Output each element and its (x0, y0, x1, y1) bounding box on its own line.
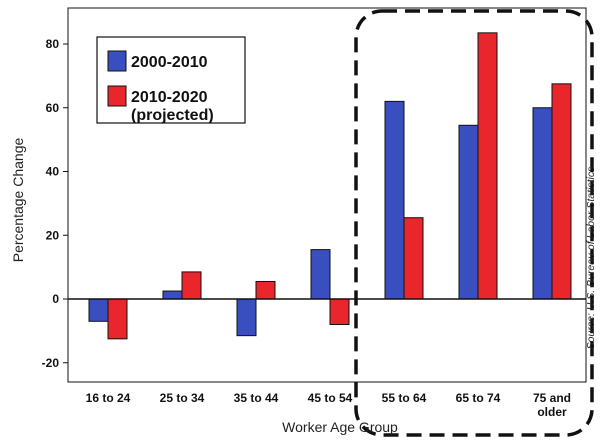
plot-area (67, 7, 587, 383)
bar-2010-2020-45-to-54 (329, 298, 350, 325)
bar-2000-2010-35-to-44 (236, 298, 257, 337)
y-tick-label: -20 (42, 356, 60, 370)
y-axis: 80 60 40 20 0 -20 (42, 37, 68, 370)
bar-2010-2020-25-to-34 (181, 271, 202, 300)
highlight-box (354, 9, 594, 437)
y-axis-title: Percentage Change (10, 138, 26, 263)
source-note: Source: U.S. Bureau of Labor Statistics (585, 166, 597, 349)
y-tick-label: 20 (46, 228, 60, 242)
bar-2010-2020-55-to-64 (403, 217, 424, 300)
bar-2010-2020-16-to-24 (107, 298, 128, 340)
bar-2000-2010-65-to-74 (458, 124, 479, 300)
bar-2010-2020-65-to-74 (477, 32, 498, 300)
legend-label: 2000-2010 (131, 54, 208, 71)
y-tick-label: 60 (46, 101, 60, 115)
legend-swatch (107, 50, 127, 72)
bar-2000-2010-25-to-34 (162, 290, 183, 300)
x-axis-title: Worker Age Group (282, 419, 398, 435)
y-tick-label: 80 (46, 37, 60, 51)
legend: 2000-2010 2010-2020(projected) (96, 36, 246, 124)
x-tick-label: 16 to 24 (86, 391, 131, 405)
legend-label: 2010-2020 (131, 89, 208, 106)
x-tick-label: 55 to 64 (382, 391, 427, 405)
bar-2000-2010-75-and-older (532, 107, 553, 300)
legend-swatch (107, 85, 127, 107)
x-tick-label: 35 to 44 (234, 391, 279, 405)
x-tick-label: older (537, 405, 567, 419)
x-tick-label: 75 and (533, 391, 571, 405)
x-tick-label: 45 to 54 (308, 391, 353, 405)
y-tick-label: 0 (52, 292, 59, 306)
bar-2000-2010-16-to-24 (88, 298, 109, 322)
bar-2000-2010-55-to-64 (384, 100, 405, 300)
bar-2000-2010-45-to-54 (310, 249, 331, 300)
bar-2010-2020-75-and-older (551, 83, 572, 300)
bar-2010-2020-35-to-44 (255, 280, 276, 300)
x-tick-label: 65 to 74 (456, 391, 501, 405)
x-axis: 16 to 24 25 to 34 35 to 44 45 to 54 55 to 64… (86, 391, 571, 419)
y-tick-label: 40 (46, 165, 60, 179)
x-tick-label: 25 to 34 (160, 391, 205, 405)
legend-label: (projected) (131, 107, 214, 124)
